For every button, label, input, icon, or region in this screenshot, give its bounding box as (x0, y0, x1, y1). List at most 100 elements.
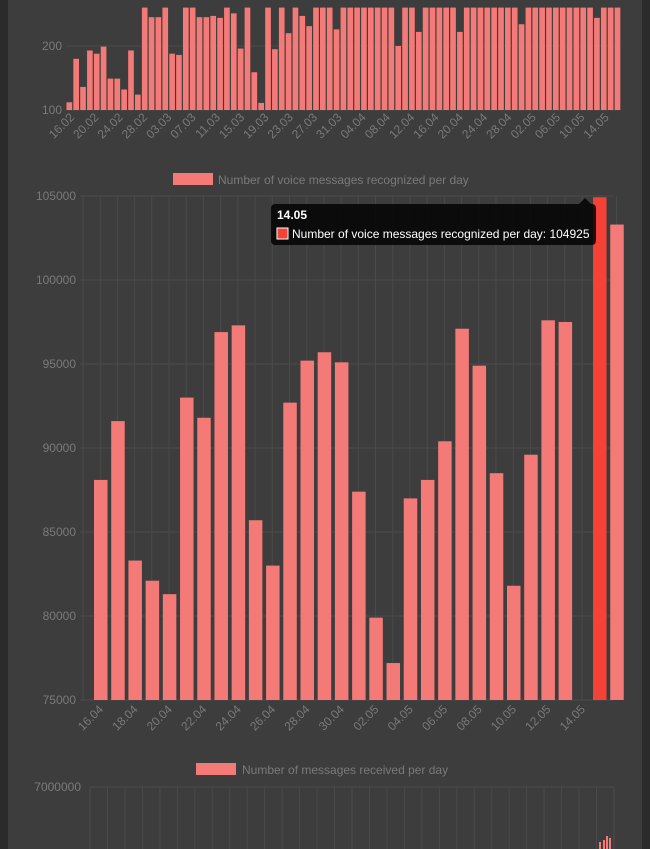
c1-bar[interactable] (93, 53, 100, 110)
c1-bar[interactable] (587, 7, 593, 111)
c1-bar[interactable] (326, 7, 333, 111)
c2-bar[interactable] (214, 332, 228, 700)
c1-bar[interactable] (162, 7, 169, 111)
c1-bar[interactable] (374, 7, 381, 111)
c3-bar[interactable] (609, 838, 611, 849)
c2-bar[interactable] (317, 352, 332, 700)
c2-bar[interactable] (541, 320, 555, 700)
c1-bar[interactable] (477, 7, 484, 111)
c1-bar[interactable] (285, 33, 292, 111)
c2-bar[interactable] (180, 397, 194, 700)
c1-bar[interactable] (100, 46, 107, 110)
c1-bar[interactable] (457, 31, 463, 111)
chart2-legend[interactable]: Number of voice messages recognized per … (173, 173, 469, 187)
c1-bar[interactable] (333, 29, 340, 110)
c3-bar[interactable] (603, 840, 605, 849)
c2-bar[interactable] (334, 362, 349, 700)
c1-bar[interactable] (484, 7, 491, 111)
c2-bar[interactable] (506, 585, 521, 700)
c1-bar[interactable] (313, 7, 319, 111)
c2-bar[interactable] (369, 617, 383, 700)
c2-bar[interactable] (162, 594, 177, 700)
c1-bar[interactable] (320, 7, 326, 111)
c1-bar[interactable] (450, 7, 456, 111)
c1-bar[interactable] (80, 86, 86, 110)
c2-bar[interactable] (386, 663, 401, 700)
c1-bar[interactable] (203, 17, 210, 111)
c1-bar[interactable] (128, 50, 134, 110)
c1-bar[interactable] (230, 13, 237, 110)
c1-bar[interactable] (607, 7, 614, 111)
c2-bar[interactable] (352, 491, 366, 700)
c1-bar[interactable] (429, 7, 436, 111)
c1-bar[interactable] (306, 26, 312, 110)
c1-bar[interactable] (292, 7, 299, 111)
c2-bar[interactable] (266, 565, 280, 700)
c1-bar[interactable] (511, 7, 518, 111)
c2-bar[interactable] (283, 402, 297, 700)
c1-bar[interactable] (367, 7, 374, 111)
c1-bar[interactable] (354, 7, 360, 111)
c1-bar[interactable] (381, 7, 388, 111)
c1-bar[interactable] (258, 102, 265, 110)
c1-bar[interactable] (443, 7, 450, 111)
c1-bar[interactable] (415, 31, 422, 111)
c2-bar[interactable] (438, 441, 452, 700)
c2-bar[interactable] (403, 498, 418, 700)
c2-bar[interactable] (472, 365, 487, 700)
c1-bar[interactable] (237, 48, 244, 110)
c1-bar[interactable] (66, 102, 73, 110)
c1-bar[interactable] (217, 17, 223, 111)
c1-bar[interactable] (121, 89, 127, 110)
c2-bar[interactable] (558, 322, 573, 700)
c2-bar-highlighted[interactable] (593, 197, 607, 700)
c1-bar[interactable] (498, 7, 504, 111)
c1-bar[interactable] (244, 7, 251, 111)
c1-bar[interactable] (463, 7, 470, 111)
c1-bar[interactable] (539, 7, 545, 111)
c1-bar[interactable] (532, 7, 539, 111)
c2-bar[interactable] (197, 417, 211, 700)
c2-bar[interactable] (128, 560, 142, 700)
c1-bar[interactable] (573, 7, 580, 111)
c1-bar[interactable] (340, 7, 347, 111)
c1-bar[interactable] (224, 7, 230, 111)
c1-bar[interactable] (566, 7, 573, 111)
c1-bar[interactable] (546, 7, 552, 111)
c1-bar[interactable] (107, 78, 114, 110)
c1-bar[interactable] (155, 17, 162, 111)
c1-bar[interactable] (470, 7, 477, 111)
c1-bar[interactable] (361, 7, 367, 111)
c2-bar[interactable] (610, 224, 624, 700)
c1-bar[interactable] (141, 7, 148, 111)
c1-bar[interactable] (422, 7, 429, 111)
c1-bar[interactable] (182, 7, 189, 111)
c1-bar[interactable] (135, 94, 141, 110)
c1-bar[interactable] (210, 15, 217, 111)
c1-bar[interactable] (176, 54, 182, 110)
c1-bar[interactable] (614, 7, 621, 111)
c2-bar[interactable] (455, 328, 469, 700)
c1-bar[interactable] (600, 7, 607, 111)
c1-bar[interactable] (169, 53, 175, 110)
c1-bar[interactable] (189, 7, 196, 111)
c1-bar[interactable] (87, 50, 93, 110)
c1-bar[interactable] (196, 17, 203, 111)
chart3-legend[interactable]: Number of messages received per day (196, 763, 448, 777)
c2-bar[interactable] (231, 325, 246, 700)
c1-bar[interactable] (559, 7, 566, 111)
c2-bar[interactable] (248, 520, 263, 700)
c1-bar[interactable] (580, 7, 587, 111)
c3-bar[interactable] (599, 842, 601, 849)
c1-bar[interactable] (505, 7, 511, 111)
c2-bar[interactable] (300, 360, 314, 700)
c2-bar[interactable] (489, 473, 504, 700)
c1-bar[interactable] (402, 7, 408, 111)
c1-bar[interactable] (272, 49, 278, 110)
c2-bar[interactable] (420, 479, 435, 700)
c1-bar[interactable] (518, 24, 525, 111)
c1-bar[interactable] (594, 17, 600, 111)
c1-bar[interactable] (491, 7, 497, 111)
c1-bar[interactable] (436, 7, 443, 111)
c1-bar[interactable] (148, 17, 155, 111)
